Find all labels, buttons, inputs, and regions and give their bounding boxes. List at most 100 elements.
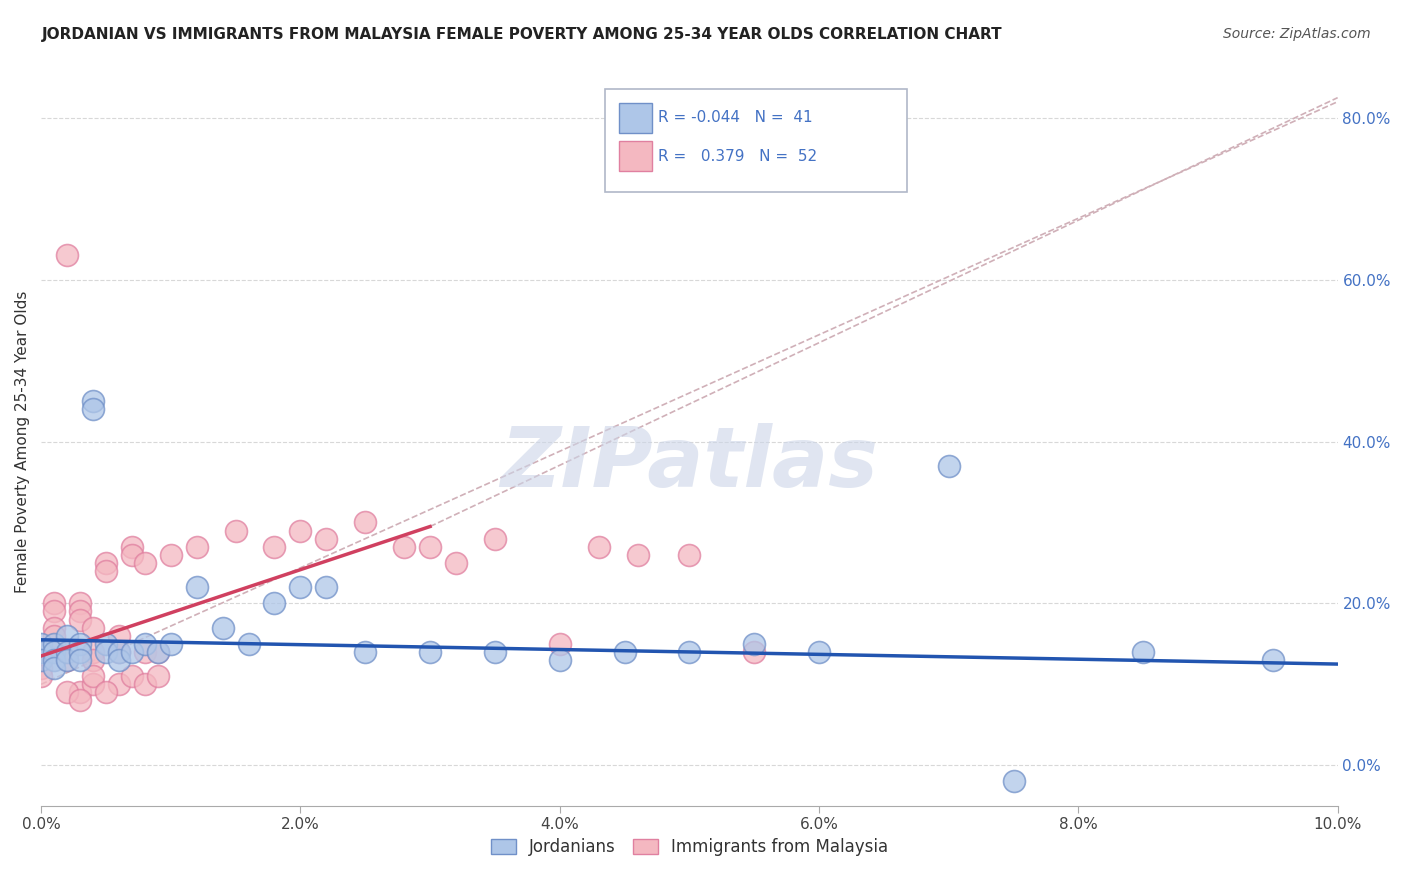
Point bbox=[94, 685, 117, 699]
Text: JORDANIAN VS IMMIGRANTS FROM MALAYSIA FEMALE POVERTY AMONG 25-34 YEAR OLDS CORRE: JORDANIAN VS IMMIGRANTS FROM MALAYSIA FE… bbox=[42, 27, 1002, 42]
Point bbox=[69, 685, 91, 699]
Point bbox=[69, 637, 91, 651]
Point bbox=[30, 653, 52, 667]
Point bbox=[42, 621, 65, 635]
Point bbox=[419, 540, 441, 554]
Point bbox=[42, 596, 65, 610]
Point bbox=[42, 637, 65, 651]
Point bbox=[69, 613, 91, 627]
Point bbox=[186, 540, 208, 554]
Point bbox=[121, 669, 143, 683]
Point bbox=[94, 645, 117, 659]
Point bbox=[42, 653, 65, 667]
Point bbox=[94, 637, 117, 651]
Point bbox=[290, 580, 312, 594]
Point bbox=[82, 402, 104, 417]
Point bbox=[626, 548, 648, 562]
Point bbox=[82, 669, 104, 683]
Point bbox=[419, 645, 441, 659]
Point bbox=[1261, 653, 1284, 667]
Point bbox=[315, 532, 337, 546]
Point bbox=[121, 540, 143, 554]
Point bbox=[30, 653, 52, 667]
Point bbox=[82, 653, 104, 667]
Point bbox=[808, 645, 831, 659]
Point bbox=[159, 548, 181, 562]
Point bbox=[69, 605, 91, 619]
Point bbox=[159, 637, 181, 651]
Text: ZIPatlas: ZIPatlas bbox=[501, 423, 879, 504]
Text: R =   0.379   N =  52: R = 0.379 N = 52 bbox=[658, 149, 817, 163]
Point bbox=[108, 629, 131, 643]
Text: Source: ZipAtlas.com: Source: ZipAtlas.com bbox=[1223, 27, 1371, 41]
Point bbox=[678, 645, 700, 659]
Point bbox=[42, 629, 65, 643]
Point bbox=[354, 516, 377, 530]
Point bbox=[938, 458, 960, 473]
Point bbox=[238, 637, 260, 651]
Point bbox=[211, 621, 233, 635]
Point bbox=[94, 564, 117, 578]
Point bbox=[69, 693, 91, 707]
Point bbox=[30, 661, 52, 675]
Point bbox=[30, 645, 52, 659]
Point bbox=[56, 629, 79, 643]
Legend: Jordanians, Immigrants from Malaysia: Jordanians, Immigrants from Malaysia bbox=[484, 831, 894, 863]
Point bbox=[548, 653, 571, 667]
Point bbox=[290, 524, 312, 538]
Point bbox=[82, 394, 104, 409]
Point bbox=[82, 677, 104, 691]
Point bbox=[742, 645, 765, 659]
Point bbox=[56, 653, 79, 667]
Point bbox=[56, 645, 79, 659]
Point bbox=[42, 605, 65, 619]
Point bbox=[56, 653, 79, 667]
Point bbox=[263, 596, 285, 610]
Point bbox=[263, 540, 285, 554]
Point bbox=[82, 645, 104, 659]
Point bbox=[121, 548, 143, 562]
Point bbox=[742, 637, 765, 651]
Point bbox=[613, 645, 636, 659]
Point bbox=[392, 540, 415, 554]
Point bbox=[134, 637, 156, 651]
Point bbox=[1002, 774, 1025, 789]
Point bbox=[1132, 645, 1154, 659]
Point bbox=[315, 580, 337, 594]
Point bbox=[146, 645, 169, 659]
Point bbox=[134, 645, 156, 659]
Point bbox=[42, 661, 65, 675]
Point bbox=[69, 645, 91, 659]
Point bbox=[484, 532, 506, 546]
Text: R = -0.044   N =  41: R = -0.044 N = 41 bbox=[658, 111, 813, 125]
Point bbox=[121, 645, 143, 659]
Point bbox=[678, 548, 700, 562]
Point bbox=[354, 645, 377, 659]
Point bbox=[42, 645, 65, 659]
Point bbox=[146, 669, 169, 683]
Point bbox=[134, 677, 156, 691]
Point bbox=[56, 248, 79, 262]
Point bbox=[30, 637, 52, 651]
Point bbox=[444, 556, 467, 570]
Point bbox=[186, 580, 208, 594]
Point bbox=[108, 645, 131, 659]
Point bbox=[225, 524, 247, 538]
Point bbox=[484, 645, 506, 659]
Point bbox=[82, 621, 104, 635]
Point bbox=[30, 645, 52, 659]
Point bbox=[134, 556, 156, 570]
Point bbox=[56, 645, 79, 659]
Point bbox=[108, 677, 131, 691]
Y-axis label: Female Poverty Among 25-34 Year Olds: Female Poverty Among 25-34 Year Olds bbox=[15, 291, 30, 593]
Point bbox=[146, 645, 169, 659]
Point bbox=[30, 669, 52, 683]
Point bbox=[108, 653, 131, 667]
Point bbox=[69, 653, 91, 667]
Point bbox=[69, 596, 91, 610]
Point bbox=[548, 637, 571, 651]
Point bbox=[108, 645, 131, 659]
Point bbox=[588, 540, 610, 554]
Point bbox=[56, 685, 79, 699]
Point bbox=[94, 556, 117, 570]
